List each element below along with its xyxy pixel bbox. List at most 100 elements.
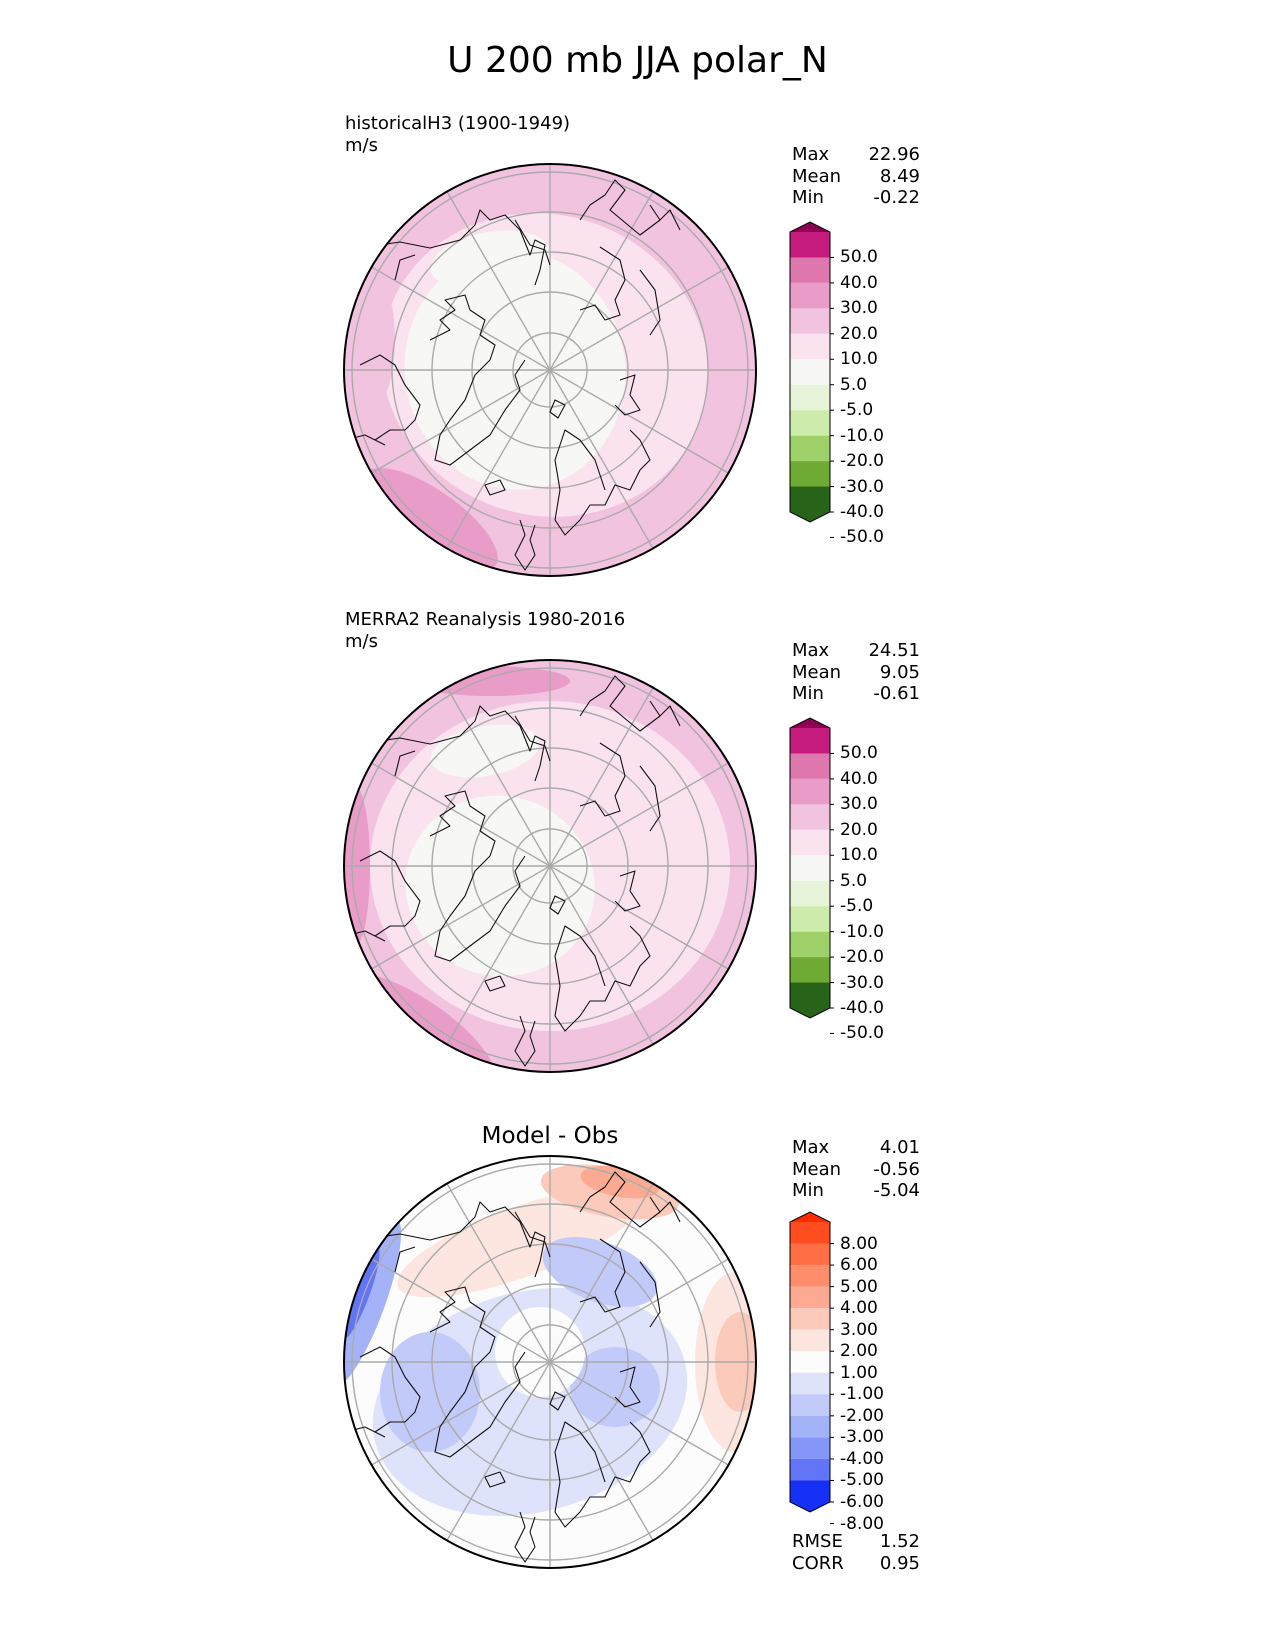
stat-label: Min [792, 187, 824, 208]
meridian-line [549, 1258, 729, 1363]
polar-map-reanalysis [343, 659, 757, 1073]
stat-row: Max 22.96 [792, 144, 920, 166]
colorbar-tick-label: 3.00 [840, 1319, 878, 1340]
meridian-line [549, 369, 729, 474]
stat-row: Mean 8.49 [792, 166, 920, 188]
coastlines [344, 675, 681, 1067]
panel-1-units: m/s [345, 135, 378, 156]
colorbar-cap-bottom [790, 1008, 830, 1018]
meridian-line [371, 1258, 551, 1363]
panel-2-stats: Max 24.51 Mean 9.05 Min -0.61 [792, 640, 920, 705]
coastline [394, 254, 416, 281]
colorbar-tick-label: -6.00 [840, 1492, 884, 1512]
stat-value: -0.61 [873, 683, 920, 704]
map-boundary [343, 163, 757, 577]
coastline [429, 1286, 526, 1458]
colorbar-bin [790, 486, 830, 512]
panel-3-stats: Max 4.01 Mean -0.56 Min -5.04 [792, 1137, 920, 1202]
colorbar-tick-label: 10.0 [840, 845, 878, 866]
colorbar-tick-label: 20.0 [840, 323, 878, 344]
meridian-line [549, 865, 654, 1045]
colorbar-tick-label: -3.00 [840, 1427, 884, 1448]
coastline [379, 1201, 546, 1278]
panel-1-stats: Max 22.96 Mean 8.49 Min -0.22 [792, 144, 920, 209]
colorbar-bin [790, 982, 830, 1008]
coastline [514, 219, 551, 266]
colorbar-bin [790, 282, 830, 309]
colorbar-tick-label: 50.0 [840, 743, 878, 764]
coastline [429, 294, 526, 466]
stat-label: Mean [792, 165, 842, 187]
colorbar-tick-label: 40.0 [840, 768, 878, 789]
coastline [579, 179, 661, 236]
coastline [639, 1261, 661, 1328]
meridian-line [446, 369, 551, 549]
coastline [659, 705, 681, 727]
coastline [579, 675, 661, 732]
colorbar-tick-label: 30.0 [840, 298, 878, 319]
colorbar-tick-label: -10.0 [840, 425, 884, 446]
colorbar-bin [790, 308, 830, 334]
meridian-line [549, 369, 654, 549]
colorbar-bin [790, 232, 830, 258]
map-body [344, 1156, 756, 1568]
coastline [514, 1015, 536, 1067]
colorbar-bin [790, 1394, 830, 1416]
contour-region [397, 1186, 643, 1298]
contour-region [542, 1237, 658, 1307]
colorbar-tick-label: 2.00 [840, 1341, 878, 1362]
graticule [344, 660, 756, 1072]
figure-title: U 200 mb JJA polar_N [447, 40, 828, 81]
metric-value: 0.95 [879, 1552, 920, 1574]
colorbar-tick-label: -1.00 [840, 1384, 884, 1405]
panel-2-units: m/s [345, 631, 378, 652]
panel-3-metrics: RMSE 1.52 CORR 0.95 [792, 1531, 920, 1574]
colorbar-tick-label: -30.0 [840, 972, 884, 993]
metric-row: CORR 0.95 [792, 1553, 920, 1575]
stat-value: -5.04 [873, 1180, 920, 1201]
colorbar-bin [790, 906, 830, 932]
colorbar-tick-label: -5.0 [840, 400, 874, 421]
meridian-line [549, 1361, 654, 1541]
colorbar-bin [790, 1286, 830, 1309]
colorbar-tick-label: -8.00 [840, 1513, 884, 1534]
colorbar-bin [790, 1265, 830, 1287]
map-body [344, 164, 756, 576]
colorbar-cap-top [790, 1212, 830, 1222]
colorbar-bin [790, 1372, 830, 1395]
stat-label: Min [792, 683, 824, 704]
colorbar-bin [790, 855, 830, 881]
stat-value: 22.96 [868, 144, 920, 165]
meridian-line [549, 266, 729, 371]
colorbar-bin [790, 753, 830, 779]
colorbar-tick-label: 4.00 [840, 1298, 878, 1319]
coastline [579, 246, 626, 321]
meridian-line [549, 1183, 654, 1363]
metric-value: 1.52 [879, 1531, 920, 1552]
meridian-line [371, 266, 551, 371]
coastlines [344, 1171, 681, 1563]
colorbar-bin [790, 804, 830, 830]
coastline [554, 925, 651, 1032]
coastline [514, 715, 551, 762]
meridian-line [549, 762, 729, 867]
meridian-line [549, 191, 654, 371]
stat-row: Min -0.22 [792, 187, 920, 209]
colorbar-bin [790, 1437, 830, 1459]
coastline [394, 1246, 416, 1273]
colorbar-tick-label: 5.0 [840, 870, 868, 891]
coastline [379, 209, 546, 286]
colorbar-tick-label: -20.0 [840, 947, 884, 968]
colorbar-bin [790, 1222, 830, 1244]
stat-value: -0.22 [873, 187, 920, 208]
colorbar-reanalysis [789, 717, 834, 1034]
colorbar-cap-top [790, 222, 830, 232]
coastline [659, 209, 681, 231]
colorbar-tick-label: 5.00 [840, 1276, 878, 1297]
stat-value: 4.01 [879, 1137, 920, 1158]
coastline [614, 870, 641, 912]
colorbar-labels-historical: 50.0 40.0 30.0 20.0 10.0 5.0 -5.0 -10.0 -20.0 -30… [840, 222, 910, 547]
coastline [614, 1366, 641, 1408]
meridian-line [371, 1361, 551, 1466]
contour-region [430, 230, 550, 290]
